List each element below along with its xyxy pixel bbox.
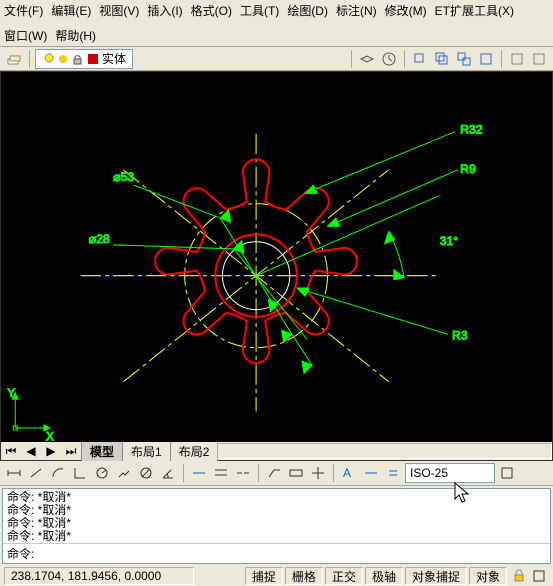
dim-d28: ⌀28	[89, 232, 110, 246]
dim-quick-button[interactable]	[189, 463, 209, 483]
dim-r9: R9	[460, 162, 476, 176]
layers-icon	[6, 51, 22, 67]
current-layer-dropdown[interactable]: 实体	[35, 49, 133, 69]
tab-first-button[interactable]: ⏮	[1, 441, 21, 461]
tab-layout2[interactable]: 布局2	[170, 441, 219, 461]
menu-bar: 文件(F) 编辑(E) 视图(V) 插入(I) 格式(O) 工具(T) 绘图(D…	[0, 0, 553, 47]
status-ortho[interactable]: 正交	[325, 567, 363, 585]
status-lock-icon[interactable]	[509, 566, 529, 586]
menu-help[interactable]: 帮助(H)	[55, 27, 96, 44]
workspace: R32 R9 31° R3	[0, 71, 553, 461]
cmd-line: 命令: *取消*	[7, 504, 546, 517]
menu-insert[interactable]: 插入(I)	[147, 2, 182, 19]
layer-name: 实体	[102, 50, 126, 67]
status-otrack[interactable]: 对象	[469, 567, 507, 585]
command-history[interactable]: 命令: *取消* 命令: *取消* 命令: *取消* 命令: *取消* 命令: …	[3, 489, 550, 543]
tab-model[interactable]: 模型	[81, 441, 123, 461]
toolbar-btn-a[interactable]	[410, 49, 430, 69]
layer-previous-button[interactable]	[379, 49, 399, 69]
status-snap[interactable]: 捕捉	[245, 567, 283, 585]
hscrollbar[interactable]	[217, 443, 552, 459]
menu-edit[interactable]: 编辑(E)	[51, 2, 91, 19]
tab-prev-button[interactable]: ◀	[21, 441, 41, 461]
menu-window[interactable]: 窗口(W)	[4, 27, 47, 44]
dimstyle-manager-button[interactable]	[497, 463, 517, 483]
dim-jogged-button[interactable]	[114, 463, 134, 483]
bulb-icon	[42, 52, 56, 66]
dim-d53: ⌀53	[113, 170, 134, 184]
dim-r3: R3	[452, 328, 468, 342]
cmd-line: 命令: *取消*	[7, 491, 546, 504]
ucs-y: Y	[7, 386, 15, 400]
dim-leader-button[interactable]	[264, 463, 284, 483]
sun-icon	[56, 52, 70, 66]
drawing-canvas[interactable]: R32 R9 31° R3	[1, 72, 552, 442]
layer-color-swatch	[88, 54, 98, 64]
status-osnap[interactable]: 对象捕捉	[405, 567, 467, 585]
tab-last-button[interactable]: ⏭	[61, 441, 81, 461]
status-polar[interactable]: 极轴	[365, 567, 403, 585]
stack-icon	[359, 51, 375, 67]
dimstyle-current: ISO-25	[410, 466, 448, 480]
dim-diameter-button[interactable]	[136, 463, 156, 483]
dim-aligned-button[interactable]	[26, 463, 46, 483]
dimension-toolbar: A ISO-25	[0, 461, 553, 486]
toolbar-btn-f[interactable]	[529, 49, 549, 69]
dim-r32: R32	[460, 123, 483, 137]
cmd-line: 命令: *取消*	[7, 517, 546, 530]
cmd-line: 命令: *取消*	[7, 530, 546, 543]
menu-view[interactable]: 视图(V)	[99, 2, 139, 19]
menu-dimension[interactable]: 标注(N)	[336, 2, 377, 19]
command-input-row: 命令:	[3, 543, 550, 563]
menu-modify[interactable]: 修改(M)	[385, 2, 427, 19]
layer-toolbar: 实体	[0, 47, 553, 71]
drawing-svg: R32 R9 31° R3	[1, 72, 552, 442]
dim-radius-button[interactable]	[92, 463, 112, 483]
menu-format[interactable]: 格式(O)	[191, 2, 232, 19]
menu-draw[interactable]: 绘图(D)	[287, 2, 328, 19]
toolbar-btn-c[interactable]	[454, 49, 474, 69]
toolbar-btn-e[interactable]	[507, 49, 527, 69]
dim-ordinate-button[interactable]	[70, 463, 90, 483]
dim-tedit-button[interactable]	[361, 463, 381, 483]
lock-icon	[70, 52, 84, 66]
dim-arc-button[interactable]	[48, 463, 68, 483]
tab-layout1[interactable]: 布局1	[122, 441, 171, 461]
svg-text:A: A	[343, 466, 351, 480]
dim-linear-button[interactable]	[4, 463, 24, 483]
dim-continue-button[interactable]	[233, 463, 253, 483]
dim-angular-button[interactable]	[158, 463, 178, 483]
status-model-icon[interactable]	[529, 566, 549, 586]
dim-baseline-button[interactable]	[211, 463, 231, 483]
layer-states-button[interactable]	[357, 49, 377, 69]
dim-update-button[interactable]	[383, 463, 403, 483]
layout-tabs: ⏮ ◀ ▶ ⏭ 模型 布局1 布局2	[1, 442, 552, 460]
menu-tools[interactable]: 工具(T)	[240, 2, 279, 19]
status-grid[interactable]: 栅格	[285, 567, 323, 585]
toolbar-btn-b[interactable]	[432, 49, 452, 69]
ucs-x: X	[46, 429, 54, 442]
menu-ettools[interactable]: ET扩展工具(X)	[435, 2, 514, 19]
status-coords: 238.1704, 181.9456, 0.0000	[4, 567, 194, 585]
dim-tolerance-button[interactable]	[286, 463, 306, 483]
command-area: 命令: *取消* 命令: *取消* 命令: *取消* 命令: *取消* 命令: …	[2, 488, 551, 564]
dim-center-button[interactable]	[308, 463, 328, 483]
dim-edit-button[interactable]: A	[339, 463, 359, 483]
status-bar: 238.1704, 181.9456, 0.0000 捕捉 栅格 正交 极轴 对…	[0, 566, 553, 586]
toolbar-btn-d[interactable]	[476, 49, 496, 69]
tab-next-button[interactable]: ▶	[41, 441, 61, 461]
menu-file[interactable]: 文件(F)	[4, 2, 43, 19]
dim-ang31: 31°	[440, 234, 459, 248]
dimstyle-dropdown[interactable]: ISO-25	[405, 463, 495, 483]
clock-icon	[381, 51, 397, 67]
layer-manager-button[interactable]	[4, 49, 24, 69]
